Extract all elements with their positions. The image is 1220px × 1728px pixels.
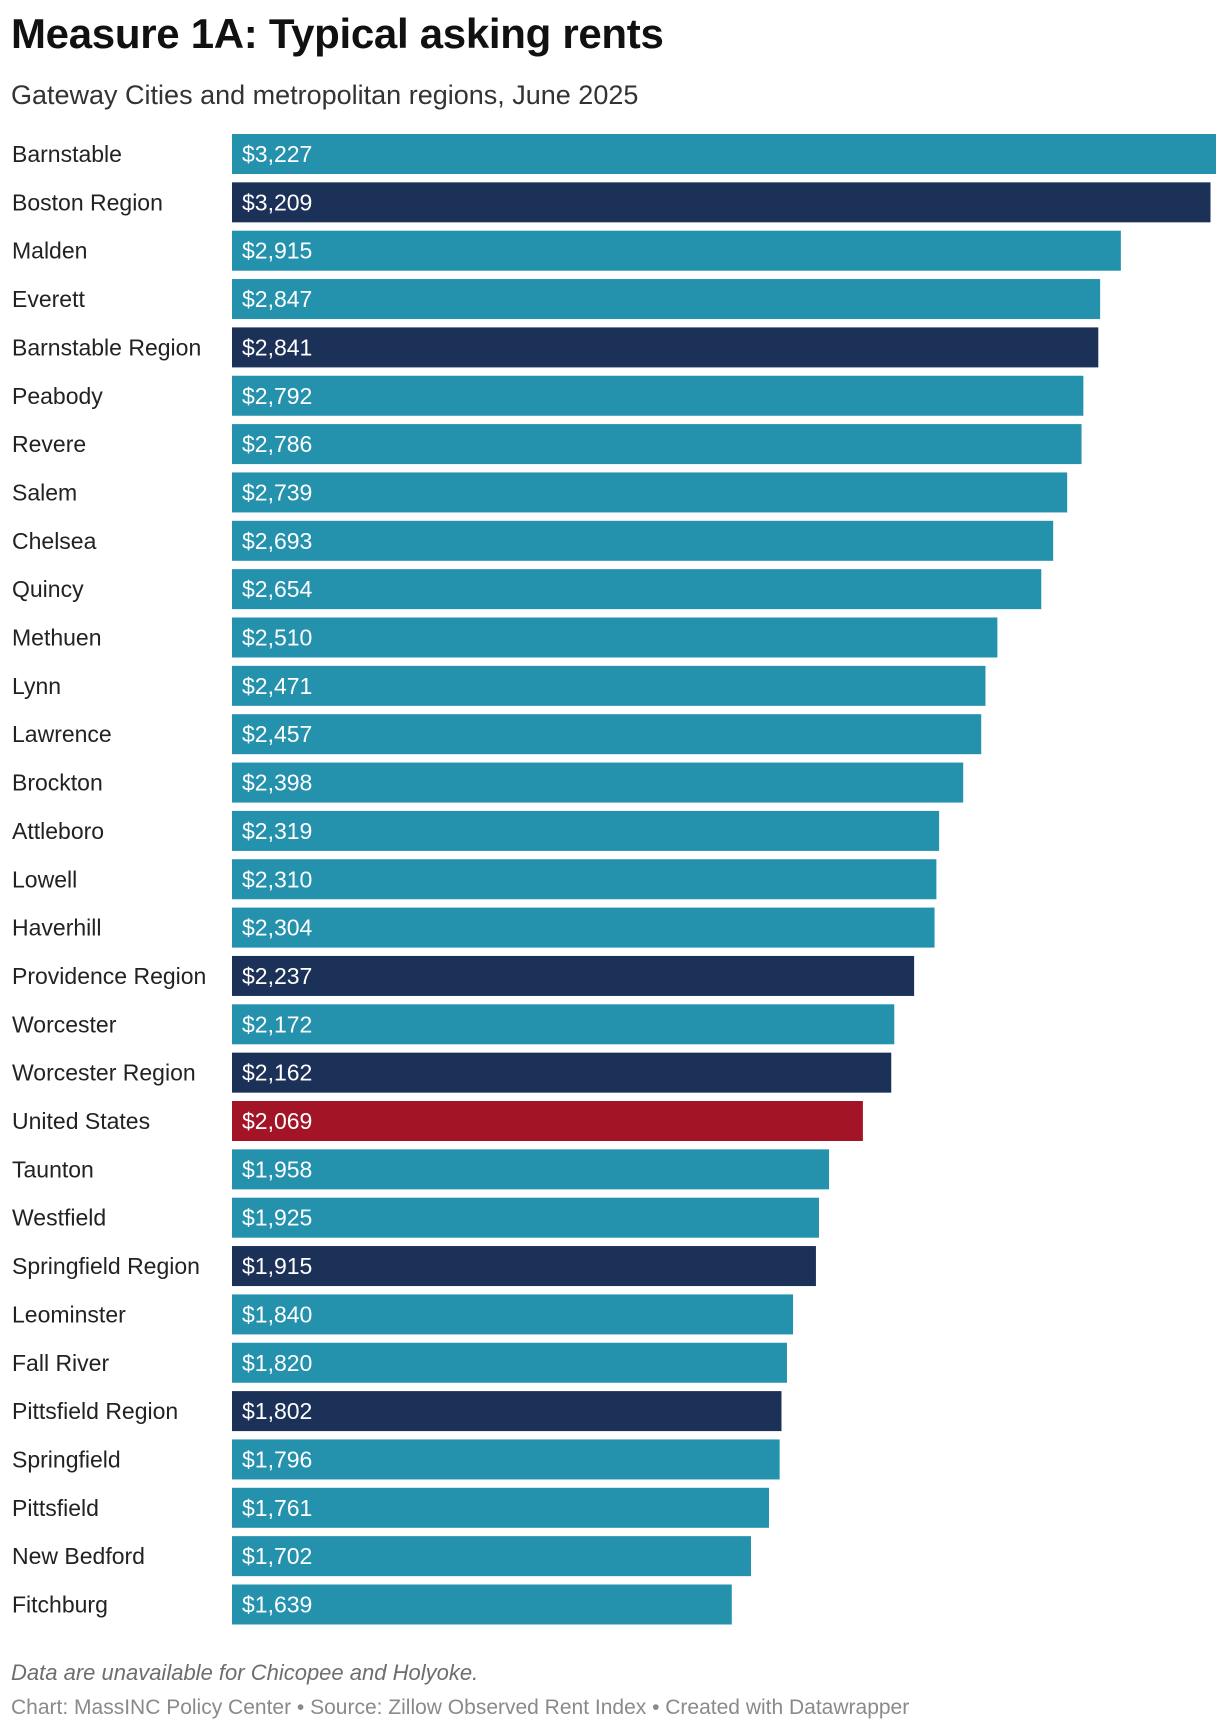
category-label: Salem [12, 479, 77, 505]
bar-value-label: $2,739 [242, 479, 312, 505]
bar-value-label: $2,457 [242, 721, 312, 747]
bar-value-label: $1,958 [242, 1156, 312, 1182]
bar [232, 859, 937, 900]
category-label: Attleboro [12, 818, 104, 844]
category-label: Lawrence [12, 721, 112, 747]
bar-value-label: $3,209 [242, 189, 312, 215]
category-label: Springfield Region [12, 1253, 200, 1279]
category-label: Westfield [12, 1205, 106, 1231]
category-label: Malden [12, 238, 87, 264]
category-label: Everett [12, 286, 85, 312]
category-label: Boston Region [12, 189, 163, 215]
bar [232, 617, 998, 658]
bar [232, 1294, 794, 1335]
category-label: United States [12, 1108, 150, 1134]
category-label: Methuen [12, 625, 102, 651]
bar-value-label: $2,471 [242, 673, 312, 699]
category-label: Lynn [12, 673, 61, 699]
category-label: Springfield [12, 1446, 121, 1472]
category-label: Quincy [12, 576, 84, 602]
bar [232, 1197, 819, 1238]
bar-value-label: $2,915 [242, 238, 312, 264]
category-label: Lowell [12, 866, 77, 892]
category-label: Leominster [12, 1301, 126, 1327]
bar [232, 1391, 782, 1432]
bar-value-label: $2,162 [242, 1060, 312, 1086]
bar [232, 375, 1084, 416]
bar [232, 1246, 816, 1287]
category-label: Fitchburg [12, 1592, 108, 1618]
chart-subtitle: Gateway Cities and metropolitan regions,… [11, 80, 639, 110]
bar-value-label: $3,227 [242, 141, 312, 167]
chart-title: Measure 1A: Typical asking rents [11, 10, 664, 57]
bar [232, 1052, 892, 1093]
bar-value-label: $2,510 [242, 625, 312, 651]
category-label: Fall River [12, 1350, 109, 1376]
bar [232, 520, 1054, 561]
category-label: New Bedford [12, 1543, 145, 1569]
bar [232, 424, 1082, 465]
bar-value-label: $2,654 [242, 576, 313, 602]
category-label: Peabody [12, 383, 103, 409]
bar-value-label: $2,319 [242, 818, 312, 844]
bar-value-label: $2,310 [242, 866, 312, 892]
bar [232, 472, 1068, 513]
bar-value-label: $2,786 [242, 431, 312, 457]
bar-value-label: $2,841 [242, 334, 312, 360]
bar [232, 134, 1216, 174]
bar-value-label: $1,840 [242, 1301, 312, 1327]
bar-value-label: $1,925 [242, 1205, 312, 1231]
bar-value-label: $1,639 [242, 1592, 312, 1618]
category-label: Pittsfield [12, 1495, 99, 1521]
bar [232, 1439, 780, 1480]
bar [232, 569, 1042, 610]
category-label: Providence Region [12, 963, 206, 989]
category-label: Taunton [12, 1156, 94, 1182]
bar-value-label: $2,792 [242, 383, 312, 409]
chart-note: Data are unavailable for Chicopee and Ho… [11, 1660, 479, 1685]
category-label: Barnstable [12, 141, 122, 167]
bar [232, 714, 982, 755]
bar [232, 1536, 751, 1577]
bar [232, 1101, 863, 1141]
bar-value-label: $1,915 [242, 1253, 312, 1279]
bar [232, 810, 940, 851]
bar-value-label: $2,398 [242, 770, 312, 796]
category-label: Brockton [12, 770, 103, 796]
bar-value-label: $1,761 [242, 1495, 312, 1521]
category-label: Chelsea [12, 528, 97, 554]
bar-value-label: $1,702 [242, 1543, 312, 1569]
chart-credits: Chart: MassINC Policy Center • Source: Z… [11, 1696, 910, 1719]
category-label: Barnstable Region [12, 334, 201, 360]
bar [232, 1149, 830, 1190]
category-label: Worcester [12, 1011, 117, 1037]
bar-value-label: $2,304 [242, 915, 313, 941]
bar-value-label: $1,820 [242, 1350, 312, 1376]
bar [232, 1584, 732, 1625]
bar [232, 1487, 769, 1528]
bar-value-label: $1,796 [242, 1446, 312, 1472]
category-label: Pittsfield Region [12, 1398, 178, 1424]
bar-chart: Barnstable $3,227 Boston Region $3,209 Malde… [12, 134, 1216, 1625]
bar-value-label: $2,847 [242, 286, 312, 312]
category-label: Worcester Region [12, 1060, 196, 1086]
bar [232, 327, 1099, 368]
bar [232, 665, 986, 706]
bar-value-label: $1,802 [242, 1398, 312, 1424]
bar [232, 907, 935, 948]
bar [232, 279, 1101, 320]
category-label: Revere [12, 431, 86, 457]
bar [232, 762, 964, 803]
bar [232, 955, 915, 996]
bar [232, 1342, 787, 1383]
bar [232, 1004, 895, 1045]
bar [232, 182, 1211, 223]
bar-value-label: $2,172 [242, 1011, 312, 1037]
bar-value-label: $2,237 [242, 963, 312, 989]
bar-value-label: $2,069 [242, 1108, 312, 1134]
bar [232, 230, 1121, 271]
category-label: Haverhill [12, 915, 101, 941]
bar-value-label: $2,693 [242, 528, 312, 554]
